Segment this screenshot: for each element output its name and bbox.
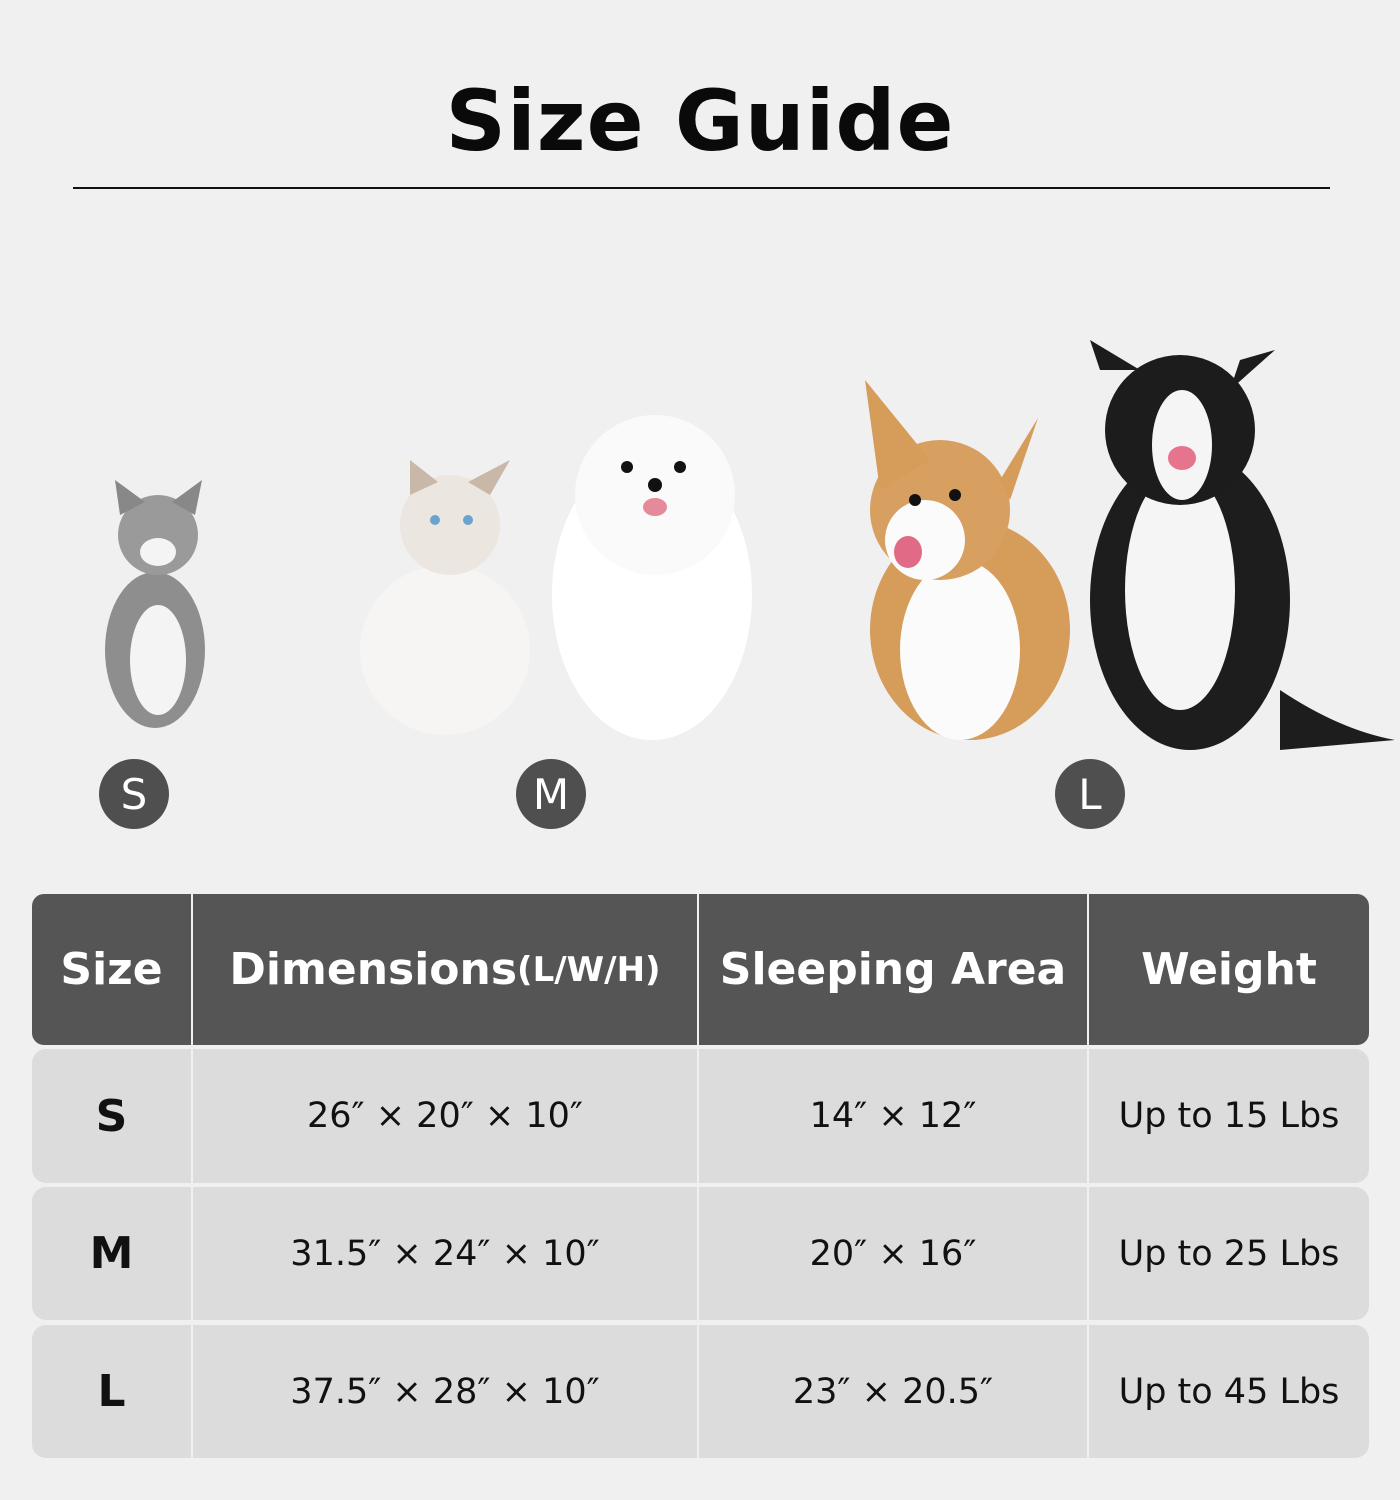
header-dimensions-label: Dimensions: [229, 944, 518, 995]
ragdoll-cat-image: [360, 460, 530, 735]
title-divider: [73, 187, 1330, 189]
size-badge-l: L: [1055, 759, 1125, 829]
size-badge-s: S: [99, 759, 169, 829]
cell-sleeping-area: 20″ × 16″: [699, 1187, 1087, 1320]
table-row: L 37.5″ × 28″ × 10″ 23″ × 20.5″ Up to 45…: [32, 1325, 1369, 1458]
tabby-cat-image: [105, 480, 205, 728]
table-header-row: Size Dimensions (L/W/H) Sleeping Area Wei…: [32, 894, 1369, 1045]
header-dimensions-unit: (L/W/H): [517, 949, 661, 990]
table-row: S 26″ × 20″ × 10″ 14″ × 12″ Up to 15 Lbs: [32, 1049, 1369, 1183]
pomeranian-dog-image: [552, 415, 752, 740]
border-collie-dog-image: [1090, 340, 1395, 750]
corgi-dog-image: [865, 380, 1070, 740]
cell-weight: Up to 25 Lbs: [1089, 1187, 1369, 1320]
cell-sleeping-area: 23″ × 20.5″: [699, 1325, 1087, 1458]
cell-weight: Up to 15 Lbs: [1089, 1049, 1369, 1183]
header-size: Size: [32, 894, 191, 1045]
cell-weight: Up to 45 Lbs: [1089, 1325, 1369, 1458]
page-title: Size Guide: [445, 72, 955, 170]
cell-sleeping-area: 14″ × 12″: [699, 1049, 1087, 1183]
table-row: M 31.5″ × 24″ × 10″ 20″ × 16″ Up to 25 L…: [32, 1187, 1369, 1320]
cell-size: S: [32, 1049, 191, 1183]
header-sleeping-area: Sleeping Area: [699, 894, 1087, 1045]
cell-dimensions: 37.5″ × 28″ × 10″: [193, 1325, 697, 1458]
cell-dimensions: 26″ × 20″ × 10″: [193, 1049, 697, 1183]
header-dimensions: Dimensions (L/W/H): [193, 894, 697, 1045]
cell-size: M: [32, 1187, 191, 1320]
size-badge-m: M: [516, 759, 586, 829]
cell-dimensions: 31.5″ × 24″ × 10″: [193, 1187, 697, 1320]
header-weight: Weight: [1089, 894, 1369, 1045]
cell-size: L: [32, 1325, 191, 1458]
